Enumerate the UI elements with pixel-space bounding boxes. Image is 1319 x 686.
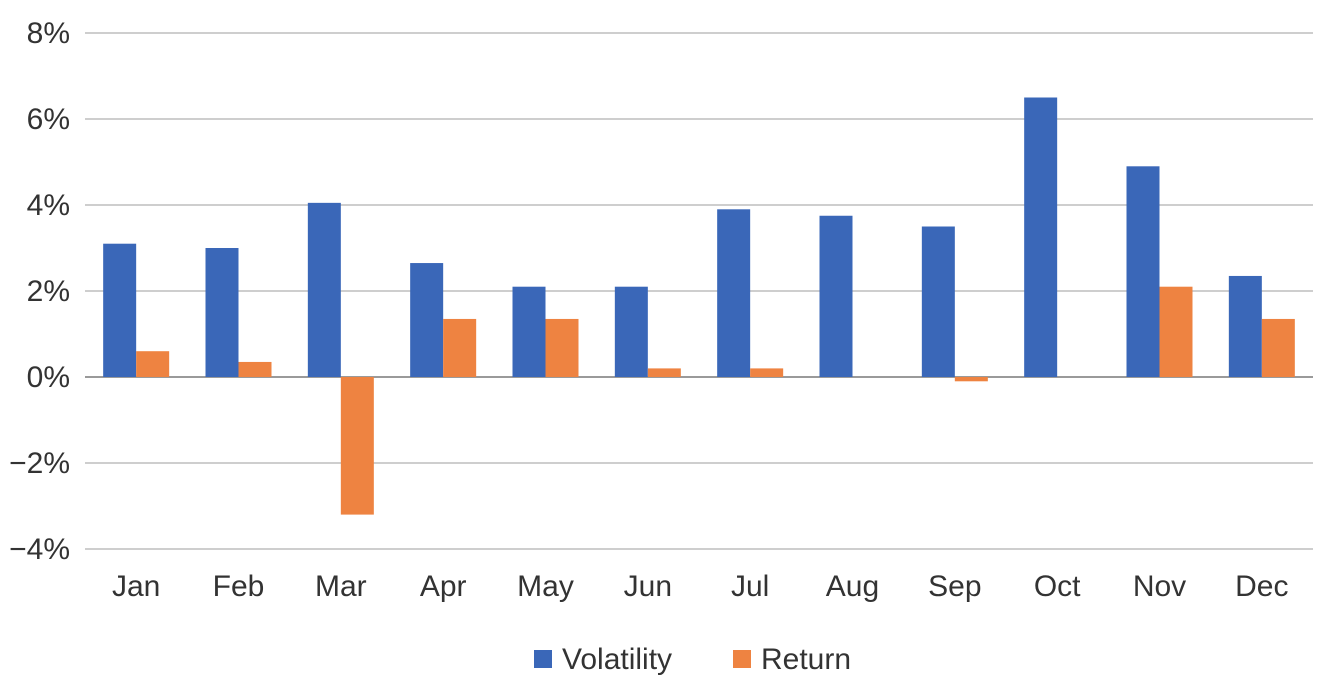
volatility-bar-may [512,286,546,377]
x-tick-label: Mar [315,570,367,603]
y-tick-label: 4% [27,189,70,222]
y-axis-tick-labels: 8% 6% 4% 2% 0% −2% −4% [9,17,70,566]
volatility-bar-feb [205,248,239,377]
return-bar-sep [954,377,988,382]
x-tick-label: Jan [112,570,160,603]
y-tick-label: −2% [9,447,70,480]
return-bar-mar [340,377,374,515]
return-bar-apr [443,318,477,377]
legend-label-volatility: Volatility [562,643,672,676]
return-bar-jun [647,368,681,377]
volatility-bar-jan [103,243,137,377]
y-tick-label: 2% [27,275,70,308]
volatility-bar-aug [819,215,853,377]
volatility-bar-sep [921,226,955,377]
x-tick-label: Nov [1133,570,1186,603]
gridlines [85,32,1313,550]
return-bar-feb [238,361,272,377]
return-bar-nov [1159,286,1193,377]
x-tick-label: Oct [1034,570,1081,603]
y-tick-label: 6% [27,103,70,136]
x-tick-label: Feb [213,570,265,603]
x-axis-tick-labels: Jan Feb Mar Apr May Jun Jul Aug Sep Oct Nov Dec [112,570,1289,603]
volatility-bar-jun [614,286,648,377]
x-tick-label: Sep [928,570,981,603]
volatility-bar-apr [410,263,444,377]
legend-swatch-return [733,650,751,668]
bars [103,97,1295,515]
x-tick-label: Jul [731,570,769,603]
volatility-bar-dec [1228,275,1262,377]
volatility-bar-mar [307,202,341,377]
x-tick-label: Aug [826,570,879,603]
volatility-bar-nov [1126,166,1160,377]
return-bar-jan [136,351,170,377]
y-tick-label: 0% [27,361,70,394]
return-bar-may [545,318,579,377]
volatility-bar-jul [717,209,751,377]
x-tick-label: Jun [624,570,672,603]
y-tick-label: −4% [9,533,70,566]
return-bar-jul [750,368,784,377]
legend-label-return: Return [761,643,851,676]
x-tick-label: Dec [1235,570,1288,603]
return-bar-dec [1261,318,1295,377]
legend: Volatility Return [534,643,851,676]
volatility-bar-oct [1024,97,1058,377]
x-tick-label: May [517,570,574,603]
y-tick-label: 8% [27,17,70,50]
legend-swatch-volatility [534,650,552,668]
x-tick-label: Apr [420,570,467,603]
